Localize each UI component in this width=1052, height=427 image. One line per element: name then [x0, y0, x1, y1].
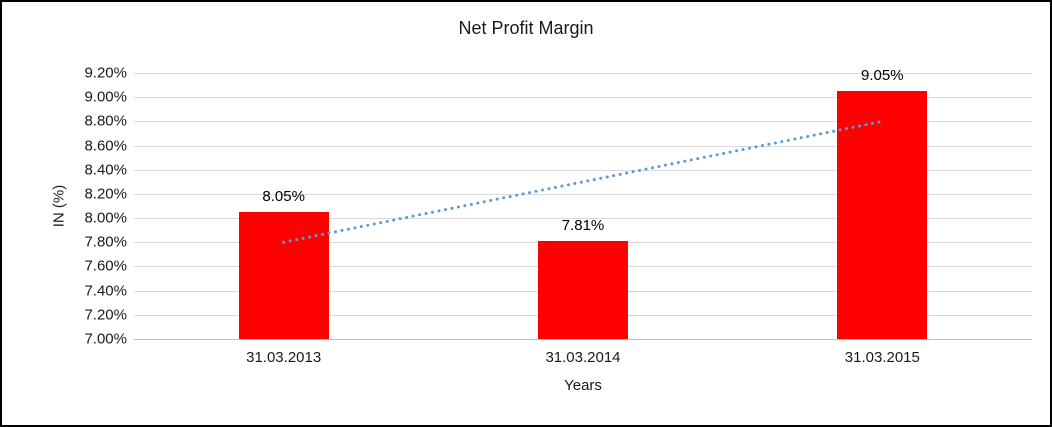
x-axis-line	[134, 339, 1032, 340]
bar-31.03.2014	[538, 241, 628, 339]
x-tick-label: 31.03.2015	[844, 349, 920, 366]
gridline	[134, 73, 1032, 74]
bar-value-label: 9.05%	[861, 67, 904, 85]
x-axis-title: Years	[564, 377, 602, 394]
y-tick-label: 8.80%	[84, 112, 127, 130]
plot-area: 8.05% 7.81% 9.05%	[134, 67, 1032, 340]
bar-value-label: 7.81%	[561, 217, 605, 235]
bar-31.03.2013	[238, 212, 329, 339]
bar-31.03.2015	[837, 91, 928, 339]
y-axis-tick-labels: 7.00% 7.20% 7.40% 7.60% 7.80% 8.00% 8.20% 8.40%…	[2, 65, 127, 348]
y-tick-label: 9.00%	[84, 88, 127, 106]
y-tick-label: 9.20%	[84, 64, 127, 82]
x-tick-label: 31.03.2014	[545, 349, 621, 366]
x-axis-tick-labels: 31.03.2013 31.03.2014 31.03.2015	[134, 349, 1032, 369]
y-tick-label: 7.40%	[84, 282, 127, 300]
gridline	[134, 97, 1032, 99]
y-tick-label: 8.60%	[84, 137, 127, 155]
y-tick-label: 7.80%	[84, 233, 127, 251]
chart-title: Net Profit Margin	[458, 18, 594, 38]
y-tick-label: 8.40%	[84, 161, 127, 179]
bar-value-label: 8.05%	[262, 188, 305, 206]
y-tick-label: 8.00%	[84, 209, 127, 227]
y-tick-label: 7.60%	[84, 257, 127, 275]
y-tick-label: 7.00%	[84, 330, 127, 348]
y-tick-label: 8.20%	[84, 185, 127, 203]
x-tick-label: 31.03.2013	[246, 349, 322, 366]
y-tick-label: 7.20%	[84, 306, 127, 324]
